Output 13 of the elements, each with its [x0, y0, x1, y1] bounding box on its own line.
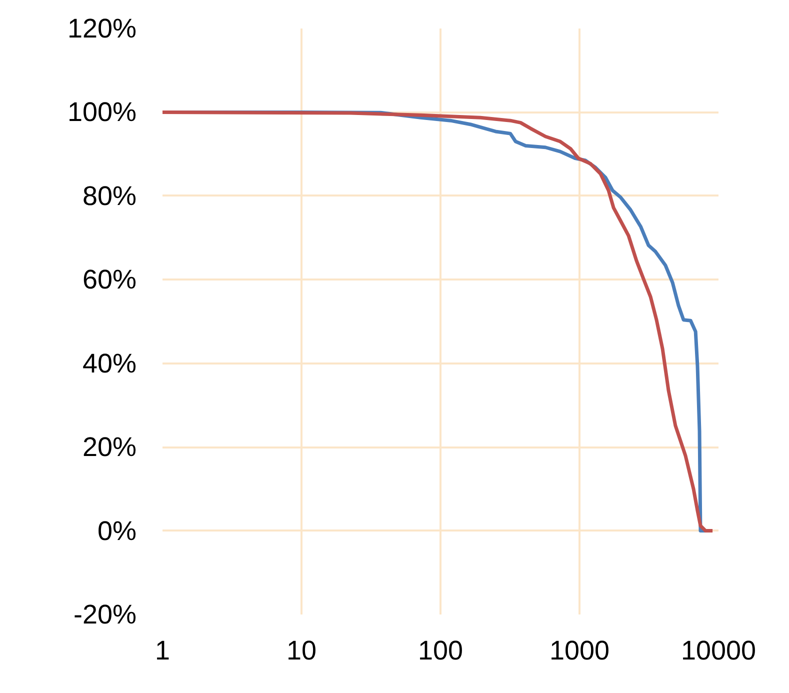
- y-tick-label: -20%: [73, 600, 136, 630]
- y-tick-label: 80%: [82, 180, 137, 211]
- y-tick-label: 20%: [82, 432, 137, 462]
- y-tick-label: 0%: [97, 516, 137, 546]
- x-tick-label: 10000: [680, 636, 756, 666]
- x-tick-label: 1: [154, 636, 170, 666]
- y-tick-label: 100%: [67, 97, 137, 128]
- y-tick-label: 60%: [82, 264, 137, 295]
- x-tick-label: 10: [286, 636, 317, 666]
- y-tick-label: 40%: [82, 348, 137, 378]
- x-tick-label: 100: [418, 636, 464, 666]
- x-tick-label: 1000: [549, 636, 610, 666]
- y-tick-label: 120%: [67, 14, 137, 44]
